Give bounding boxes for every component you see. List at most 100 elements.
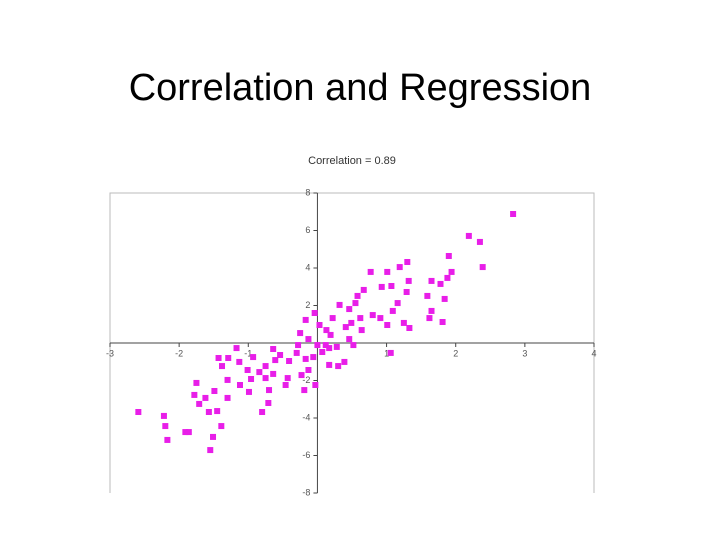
point <box>358 327 365 334</box>
point <box>445 253 452 259</box>
point <box>162 423 169 430</box>
point <box>367 268 374 275</box>
point <box>405 277 412 284</box>
point <box>428 307 435 314</box>
point <box>403 289 410 295</box>
x-tick-label: 3 <box>522 348 527 358</box>
point <box>219 363 226 370</box>
point <box>305 367 312 373</box>
point <box>341 358 348 365</box>
point <box>256 369 263 376</box>
point <box>302 355 309 362</box>
point <box>311 310 318 316</box>
y-tick-label: -2 <box>302 375 310 385</box>
point <box>479 264 486 271</box>
point <box>424 292 431 299</box>
y-tick-label: 6 <box>305 225 310 235</box>
point <box>135 409 142 415</box>
point <box>302 316 309 323</box>
point <box>396 264 403 271</box>
point <box>277 352 284 358</box>
point <box>389 307 396 314</box>
point <box>233 345 240 352</box>
point <box>284 375 291 382</box>
point <box>305 336 312 343</box>
point <box>510 211 517 217</box>
point <box>404 259 411 265</box>
chart-title: Correlation = 0.89 <box>308 155 396 167</box>
point <box>211 388 218 394</box>
point <box>207 447 214 454</box>
point <box>369 312 376 319</box>
point <box>245 388 252 395</box>
point <box>333 343 340 350</box>
point <box>326 361 333 368</box>
point <box>248 376 255 382</box>
point <box>465 232 472 239</box>
point <box>297 330 304 337</box>
y-tick-label: -6 <box>302 450 310 460</box>
point <box>352 300 359 307</box>
point <box>426 315 433 322</box>
y-tick-label: -8 <box>302 487 310 497</box>
point <box>224 394 231 401</box>
point <box>444 274 451 281</box>
point <box>335 363 342 370</box>
point <box>348 319 355 326</box>
point <box>236 382 243 388</box>
point <box>259 409 266 415</box>
point <box>282 382 289 388</box>
slide-title: Correlation and Regression <box>129 67 592 109</box>
point <box>476 238 483 245</box>
point <box>202 394 209 401</box>
point <box>191 391 198 398</box>
point <box>428 277 435 284</box>
point <box>378 283 385 290</box>
point <box>377 315 384 322</box>
point <box>400 319 407 326</box>
point <box>214 408 221 415</box>
point <box>160 412 167 419</box>
point <box>224 376 231 383</box>
point <box>312 382 319 388</box>
point <box>406 325 413 331</box>
point <box>357 315 364 322</box>
x-tick-label: 2 <box>453 348 458 358</box>
x-tick-label: 1 <box>384 348 389 358</box>
point <box>319 349 326 355</box>
point <box>387 349 394 356</box>
point <box>185 429 192 436</box>
point <box>360 286 367 293</box>
point <box>286 358 293 364</box>
point <box>394 300 401 307</box>
y-tick-label: -4 <box>302 412 310 422</box>
point <box>346 306 353 313</box>
point <box>193 379 200 386</box>
point <box>441 295 448 302</box>
y-tick-label: 8 <box>305 187 310 197</box>
x-tick-label: -1 <box>244 348 252 358</box>
point <box>346 336 353 343</box>
point <box>322 342 329 349</box>
point <box>215 355 222 361</box>
point <box>250 354 257 361</box>
point <box>196 400 203 407</box>
point <box>336 301 343 308</box>
point <box>272 357 279 364</box>
point <box>301 387 308 394</box>
point <box>225 355 232 361</box>
point <box>384 268 391 275</box>
point <box>327 331 334 338</box>
point <box>266 387 273 394</box>
y-tick-label: 2 <box>305 300 310 310</box>
x-tick-label: 4 <box>591 348 596 358</box>
point <box>262 375 269 382</box>
point <box>448 268 455 275</box>
x-tick-label: -3 <box>106 348 114 358</box>
point <box>236 358 243 365</box>
point <box>295 342 302 349</box>
point <box>329 315 336 322</box>
point <box>316 322 323 328</box>
point <box>298 372 305 379</box>
